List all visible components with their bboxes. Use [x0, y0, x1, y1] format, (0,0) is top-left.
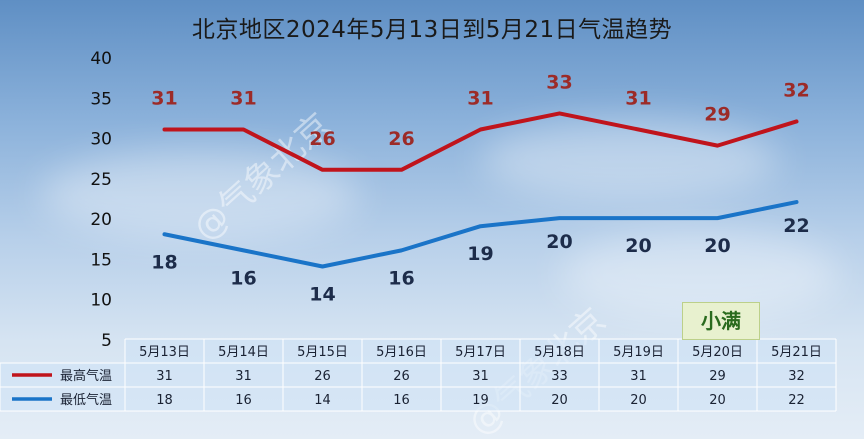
data-label: 18 [151, 251, 177, 273]
table-cell-value: 20 [709, 393, 726, 408]
y-tick-label: 40 [90, 49, 112, 69]
data-label: 20 [546, 231, 572, 253]
y-tick-label: 30 [90, 130, 112, 150]
data-label: 26 [388, 128, 414, 150]
table-cell-value: 22 [788, 393, 805, 408]
table-cell-value: 29 [709, 369, 726, 384]
table-cell-value: 31 [156, 369, 173, 384]
y-tick-label: 10 [90, 291, 112, 311]
x-tick-label: 5月21日 [771, 345, 822, 360]
data-table-bg [125, 339, 836, 411]
data-label: 31 [625, 88, 651, 110]
data-label: 22 [783, 215, 809, 237]
chart-title: 北京地区2024年5月13日到5月21日气温趋势 [191, 17, 673, 43]
legend-label: 最低气温 [60, 392, 112, 408]
table-cell-value: 31 [472, 369, 489, 384]
cloud-shape [40, 150, 360, 240]
y-tick-label: 25 [90, 170, 112, 190]
table-cell-value: 20 [630, 393, 647, 408]
table-cell-value: 16 [235, 393, 252, 408]
data-label: 19 [467, 243, 493, 265]
x-tick-label: 5月13日 [139, 345, 190, 360]
legend-label: 最高气温 [60, 368, 112, 384]
data-label: 16 [388, 267, 414, 289]
data-label: 32 [783, 79, 809, 101]
data-label: 26 [309, 128, 335, 150]
table-cell-value: 20 [551, 393, 568, 408]
table-cell-value: 32 [788, 369, 805, 384]
data-label: 20 [704, 235, 730, 257]
series-line [162, 200, 799, 269]
series-line [162, 111, 799, 172]
y-tick-label: 5 [101, 331, 112, 351]
x-tick-label: 5月17日 [455, 345, 506, 360]
table-cell-value: 18 [156, 393, 173, 408]
data-label: 33 [546, 71, 572, 93]
cloud-shape [480, 120, 780, 200]
table-cell-value: 31 [630, 369, 647, 384]
table-cell-value: 26 [393, 369, 410, 384]
table-cell-value: 26 [314, 369, 331, 384]
data-label: 31 [151, 88, 177, 110]
data-label: 14 [309, 283, 335, 305]
solar-term-label: 小满 [682, 302, 760, 340]
data-label: 20 [625, 235, 651, 257]
x-tick-label: 5月14日 [218, 345, 269, 360]
x-tick-label: 5月18日 [534, 345, 585, 360]
data-label: 31 [230, 88, 256, 110]
table-cell-value: 19 [472, 393, 489, 408]
table-cell-value: 31 [235, 369, 252, 384]
data-label: 31 [467, 88, 493, 110]
y-tick-label: 15 [90, 250, 112, 270]
table-cell-value: 33 [551, 369, 568, 384]
x-tick-label: 5月16日 [376, 345, 427, 360]
x-tick-label: 5月20日 [692, 345, 743, 360]
data-label: 16 [230, 267, 256, 289]
y-tick-label: 20 [90, 210, 112, 230]
x-tick-label: 5月19日 [613, 345, 664, 360]
y-tick-label: 35 [90, 89, 112, 109]
data-label: 29 [704, 104, 730, 126]
x-tick-label: 5月15日 [297, 345, 348, 360]
table-cell-value: 16 [393, 393, 410, 408]
table-cell-value: 14 [314, 393, 331, 408]
